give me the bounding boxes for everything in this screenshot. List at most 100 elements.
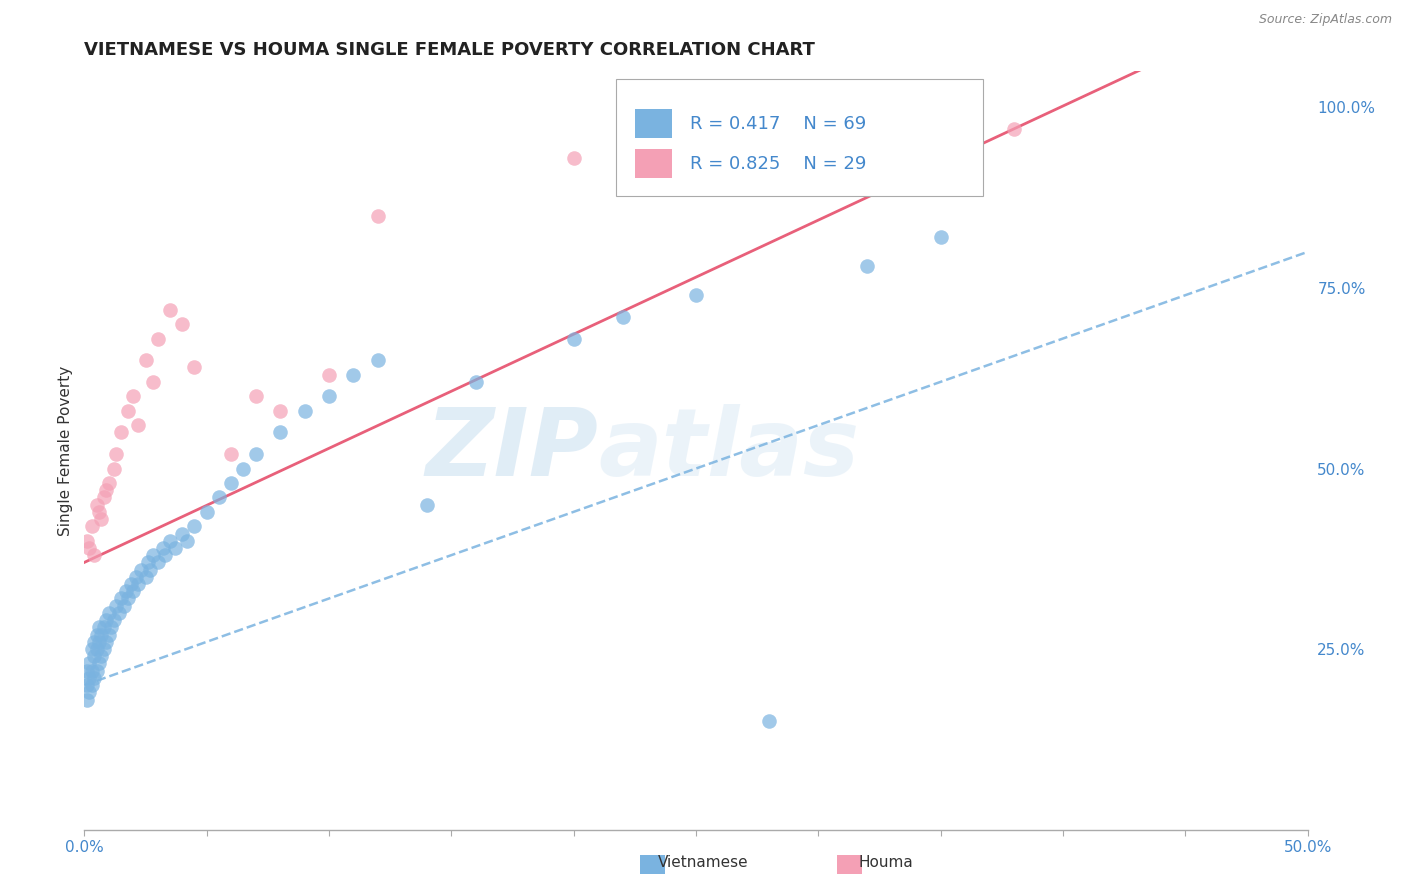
Point xyxy=(80,678,103,692)
Point xyxy=(464,375,486,389)
Text: Vietnamese: Vietnamese xyxy=(658,855,748,870)
Point xyxy=(367,209,389,223)
Point xyxy=(77,541,100,555)
Point xyxy=(367,353,389,368)
Point xyxy=(76,692,98,706)
Point xyxy=(76,678,98,692)
Point xyxy=(318,389,340,403)
Point xyxy=(97,606,120,620)
Point xyxy=(139,563,162,577)
Point xyxy=(90,627,112,641)
Text: atlas: atlas xyxy=(598,404,859,497)
Point xyxy=(159,533,181,548)
Point xyxy=(83,649,105,664)
Point xyxy=(77,671,100,685)
Point xyxy=(80,642,103,657)
Point xyxy=(129,563,152,577)
FancyBboxPatch shape xyxy=(636,149,672,178)
Point xyxy=(96,483,118,498)
Point xyxy=(117,403,139,417)
Point xyxy=(195,505,218,519)
Point xyxy=(208,491,231,505)
Point xyxy=(80,519,103,533)
Point xyxy=(117,591,139,606)
Point xyxy=(87,635,110,649)
Point xyxy=(159,302,181,317)
Point xyxy=(219,447,242,461)
Point xyxy=(76,533,98,548)
Point xyxy=(562,332,585,346)
Point xyxy=(87,657,110,671)
Point xyxy=(100,620,122,634)
Point xyxy=(107,606,129,620)
Point xyxy=(232,461,254,475)
Point xyxy=(153,548,176,562)
Point xyxy=(562,151,585,165)
Point xyxy=(97,475,120,490)
Point xyxy=(115,584,138,599)
Point xyxy=(83,671,105,685)
Point xyxy=(127,577,149,591)
Point xyxy=(83,635,105,649)
Point xyxy=(294,403,316,417)
Point xyxy=(125,570,148,584)
Point xyxy=(93,642,115,657)
Point xyxy=(110,425,132,440)
Text: Houma: Houma xyxy=(859,855,912,870)
Point xyxy=(142,548,165,562)
Point xyxy=(685,288,707,302)
Point xyxy=(93,491,115,505)
Point xyxy=(105,447,128,461)
Point xyxy=(856,260,879,274)
Point xyxy=(93,620,115,634)
Point xyxy=(172,317,194,331)
Point xyxy=(612,310,634,324)
Point xyxy=(86,642,108,657)
FancyBboxPatch shape xyxy=(616,79,983,196)
Point xyxy=(318,368,340,382)
Text: Source: ZipAtlas.com: Source: ZipAtlas.com xyxy=(1258,13,1392,27)
Point xyxy=(135,353,157,368)
Point xyxy=(77,685,100,699)
Point xyxy=(219,475,242,490)
Point xyxy=(342,368,364,382)
Point xyxy=(172,526,194,541)
Point xyxy=(127,418,149,433)
Point xyxy=(112,599,135,613)
Point xyxy=(86,664,108,678)
Text: R = 0.417    N = 69: R = 0.417 N = 69 xyxy=(690,114,866,133)
Point xyxy=(103,461,125,475)
Point xyxy=(96,613,118,627)
Point xyxy=(90,649,112,664)
Point xyxy=(97,627,120,641)
Point xyxy=(176,533,198,548)
FancyBboxPatch shape xyxy=(636,109,672,138)
Point xyxy=(86,627,108,641)
Point xyxy=(105,599,128,613)
Point xyxy=(77,657,100,671)
Point xyxy=(416,498,439,512)
Point xyxy=(183,360,205,375)
Point xyxy=(122,389,145,403)
Point xyxy=(87,505,110,519)
Point xyxy=(96,635,118,649)
Point xyxy=(120,577,142,591)
Point xyxy=(87,620,110,634)
Point xyxy=(86,498,108,512)
Point xyxy=(135,570,157,584)
Point xyxy=(146,555,169,569)
Point xyxy=(163,541,186,555)
Point xyxy=(245,389,267,403)
Point xyxy=(122,584,145,599)
Point xyxy=(269,403,291,417)
Point xyxy=(183,519,205,533)
Point xyxy=(142,375,165,389)
Point xyxy=(80,664,103,678)
Text: R = 0.825    N = 29: R = 0.825 N = 29 xyxy=(690,154,866,172)
Point xyxy=(76,664,98,678)
Y-axis label: Single Female Poverty: Single Female Poverty xyxy=(58,366,73,535)
Point xyxy=(103,613,125,627)
Point xyxy=(90,512,112,526)
Point xyxy=(136,555,159,569)
Point xyxy=(110,591,132,606)
